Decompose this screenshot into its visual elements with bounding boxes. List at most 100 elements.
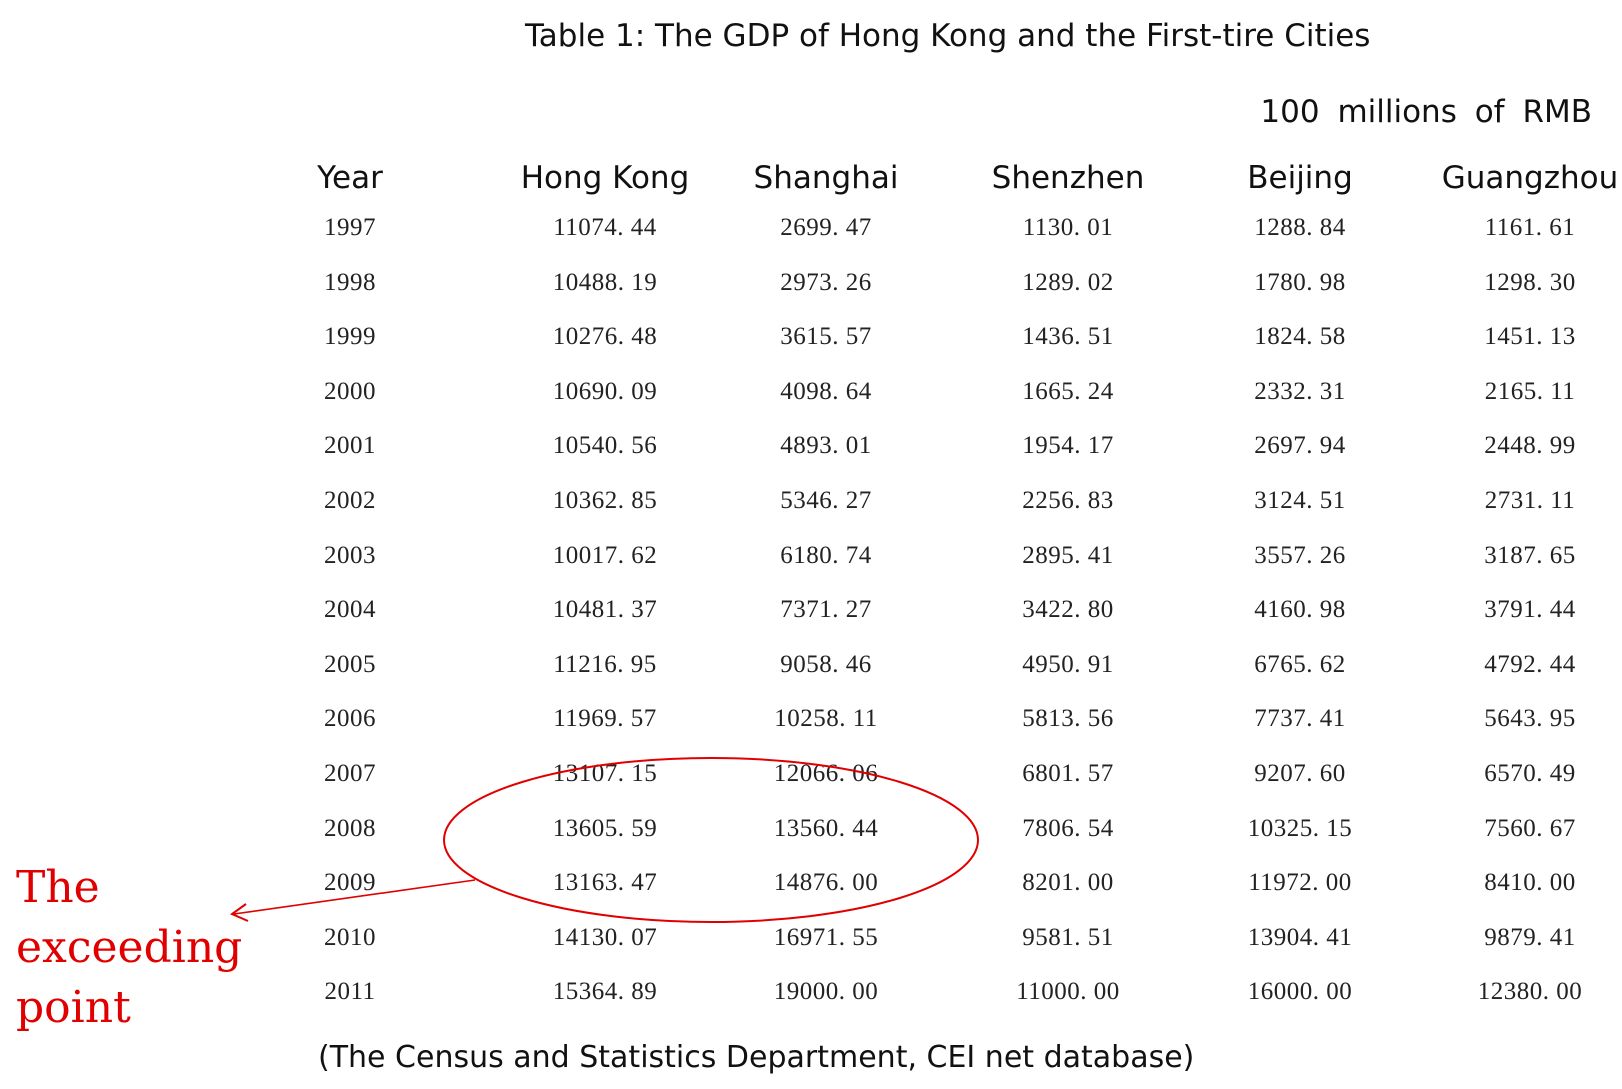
shanghai-cell: 2973. 26 [780, 268, 872, 296]
beijing-cell: 2332. 31 [1254, 377, 1346, 405]
shenzhen-cell: 1436. 51 [1022, 323, 1114, 351]
beijing-cell: 7737. 41 [1254, 705, 1346, 733]
beijing-cell: 3557. 26 [1254, 541, 1346, 569]
year-cell: 2011 [324, 978, 376, 1006]
guangzhou-cell: 9879. 41 [1484, 923, 1576, 951]
hong-kong-cell: 10488. 19 [552, 268, 658, 296]
shanghai-cell: 14876. 00 [773, 869, 879, 897]
beijing-cell: 2697. 94 [1254, 432, 1346, 460]
guangzhou-cell: 1298. 30 [1484, 268, 1576, 296]
shenzhen-cell: 4950. 91 [1022, 650, 1114, 678]
shenzhen-cell: 2256. 83 [1022, 487, 1114, 514]
shenzhen-cell: 6801. 57 [1022, 760, 1114, 787]
beijing-cell: 9207. 60 [1254, 760, 1346, 787]
year-cell: 2009 [324, 869, 376, 897]
shenzhen-cell: 8201. 00 [1022, 869, 1114, 897]
hong-kong-cell: 10362. 85 [552, 487, 658, 514]
shenzhen-cell: 3422. 80 [1022, 596, 1114, 624]
unit-label: 100 millions of RMB [1260, 94, 1592, 130]
beijing-cell: 16000. 00 [1247, 978, 1353, 1006]
hong-kong-cell: 10540. 56 [552, 432, 658, 460]
hong-kong-cell: 13605. 59 [552, 814, 658, 842]
guangzhou-cell: 8410. 00 [1484, 869, 1576, 897]
year-cell: 2005 [324, 650, 376, 678]
header-year: Year [317, 160, 383, 196]
shanghai-cell: 4098. 64 [780, 377, 872, 405]
hong-kong-cell: 11969. 57 [553, 705, 657, 733]
shenzhen-cell: 7806. 54 [1022, 814, 1114, 842]
header-hong-kong: Hong Kong [520, 160, 690, 196]
shenzhen-cell: 2895. 41 [1022, 541, 1114, 569]
shanghai-cell: 6180. 74 [780, 541, 872, 569]
beijing-cell: 1780. 98 [1254, 268, 1346, 296]
shenzhen-cell: 11000. 00 [1016, 978, 1120, 1006]
hong-kong-cell: 10690. 09 [552, 377, 658, 405]
shenzhen-cell: 1289. 02 [1022, 268, 1114, 296]
shanghai-cell: 9058. 46 [780, 650, 872, 678]
beijing-cell: 1288. 84 [1254, 214, 1346, 241]
year-cell: 2010 [324, 923, 376, 951]
beijing-cell: 10325. 15 [1247, 814, 1353, 842]
shenzhen-cell: 1130. 01 [1022, 214, 1114, 241]
hong-kong-cell: 13163. 47 [552, 869, 658, 897]
table-title: Table 1: The GDP of Hong Kong and the Fi… [525, 18, 1371, 54]
hong-kong-cell: 10481. 37 [552, 596, 658, 624]
guangzhou-cell: 2731. 11 [1484, 487, 1576, 514]
hong-kong-cell: 11074. 44 [553, 214, 657, 241]
year-cell: 2003 [324, 541, 376, 569]
guangzhou-cell: 3187. 65 [1484, 541, 1576, 569]
beijing-cell: 11972. 00 [1248, 869, 1352, 897]
guangzhou-cell: 1451. 13 [1484, 323, 1576, 351]
shanghai-cell: 7371. 27 [780, 596, 872, 624]
guangzhou-cell: 7560. 67 [1484, 814, 1576, 842]
beijing-cell: 13904. 41 [1247, 923, 1353, 951]
shanghai-cell: 3615. 57 [780, 323, 872, 351]
year-cell: 1999 [324, 323, 376, 351]
guangzhou-cell: 6570. 49 [1484, 760, 1576, 787]
year-cell: 2001 [324, 432, 376, 460]
shanghai-cell: 2699. 47 [780, 214, 872, 241]
guangzhou-cell: 12380. 00 [1477, 978, 1583, 1006]
header-shenzhen: Shenzhen [991, 160, 1145, 196]
year-cell: 2002 [324, 487, 376, 514]
shenzhen-cell: 5813. 56 [1022, 705, 1114, 733]
highlight-ellipse [443, 757, 979, 923]
hong-kong-cell: 11216. 95 [553, 650, 657, 678]
header-shanghai: Shanghai [753, 160, 899, 196]
guangzhou-cell: 2165. 11 [1484, 377, 1576, 405]
shanghai-cell: 12066. 06 [773, 760, 879, 787]
shenzhen-cell: 1954. 17 [1022, 432, 1114, 460]
hong-kong-cell: 13107. 15 [552, 760, 658, 787]
shenzhen-cell: 9581. 51 [1022, 923, 1114, 951]
guangzhou-cell: 1161. 61 [1484, 214, 1576, 241]
shanghai-cell: 5346. 27 [780, 487, 872, 514]
annotation-text: The exceeding point [16, 862, 243, 1033]
shanghai-cell: 10258. 11 [774, 705, 878, 733]
guangzhou-cell: 4792. 44 [1484, 650, 1576, 678]
beijing-cell: 3124. 51 [1254, 487, 1346, 514]
year-cell: 2004 [324, 596, 376, 624]
year-cell: 2008 [324, 814, 376, 842]
shanghai-cell: 13560. 44 [773, 814, 879, 842]
header-guangzhou: Guangzhou [1441, 160, 1619, 196]
hong-kong-cell: 14130. 07 [552, 923, 658, 951]
year-cell: 2007 [324, 760, 376, 787]
year-cell: 1998 [324, 268, 376, 296]
header-beijing: Beijing [1247, 160, 1353, 196]
shanghai-cell: 16971. 55 [773, 923, 879, 951]
beijing-cell: 4160. 98 [1254, 596, 1346, 624]
hong-kong-cell: 10276. 48 [552, 323, 658, 351]
shanghai-cell: 4893. 01 [780, 432, 872, 460]
hong-kong-cell: 10017. 62 [552, 541, 658, 569]
beijing-cell: 6765. 62 [1254, 650, 1346, 678]
hong-kong-cell: 15364. 89 [552, 978, 658, 1006]
source-note: (The Census and Statistics Department, C… [318, 1040, 1195, 1075]
guangzhou-cell: 5643. 95 [1484, 705, 1576, 733]
guangzhou-cell: 2448. 99 [1484, 432, 1576, 460]
guangzhou-cell: 3791. 44 [1484, 596, 1576, 624]
year-cell: 2000 [324, 377, 376, 405]
year-cell: 2006 [324, 705, 376, 733]
shanghai-cell: 19000. 00 [773, 978, 879, 1006]
beijing-cell: 1824. 58 [1254, 323, 1346, 351]
year-cell: 1997 [324, 214, 376, 241]
